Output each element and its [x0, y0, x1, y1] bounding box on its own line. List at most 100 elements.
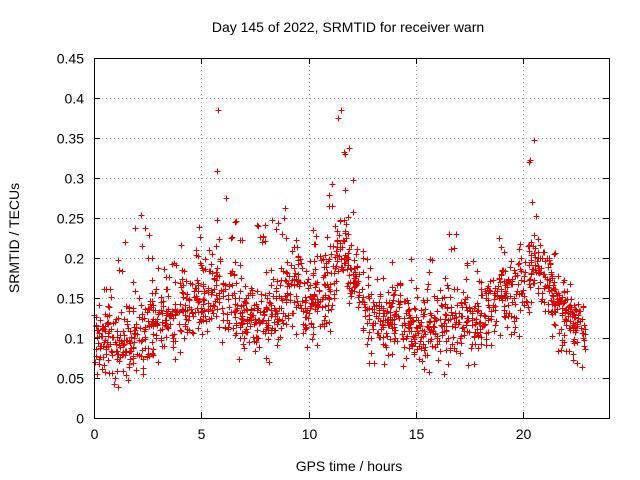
data-point — [346, 145, 353, 152]
data-point — [312, 284, 319, 291]
data-point — [273, 295, 280, 302]
data-point — [163, 334, 170, 341]
data-point — [213, 282, 220, 289]
data-point — [233, 218, 240, 225]
data-point — [434, 341, 441, 348]
data-point — [130, 305, 137, 312]
data-point — [496, 276, 503, 283]
data-point — [144, 309, 151, 316]
data-point — [549, 292, 556, 299]
data-point — [531, 137, 538, 144]
data-point — [555, 273, 562, 280]
data-point — [474, 300, 481, 307]
data-point — [567, 281, 574, 288]
data-point — [424, 286, 431, 293]
data-point — [150, 302, 157, 309]
data-point — [485, 329, 492, 336]
y-axis-label: SRMTID / TECUs — [6, 183, 22, 293]
data-point — [437, 316, 444, 323]
data-point — [416, 356, 423, 363]
data-point — [230, 325, 237, 332]
data-point — [226, 320, 233, 327]
data-point — [314, 342, 321, 349]
data-point — [218, 287, 225, 294]
data-point — [209, 251, 216, 258]
data-point — [483, 342, 490, 349]
data-point — [200, 313, 207, 320]
data-point — [365, 335, 372, 342]
data-point — [320, 274, 327, 281]
data-point — [132, 327, 139, 334]
data-point — [262, 238, 269, 245]
data-point — [535, 290, 542, 297]
data-point — [301, 280, 308, 287]
data-point — [444, 305, 451, 312]
data-point — [533, 213, 540, 220]
data-point — [527, 284, 534, 291]
data-point — [287, 297, 294, 304]
y-tick-label: 0.3 — [65, 171, 85, 187]
data-point — [471, 361, 478, 368]
data-point — [391, 316, 398, 323]
data-point — [474, 268, 481, 275]
data-point — [364, 320, 371, 327]
data-point — [145, 318, 152, 325]
y-tick-label: 0.1 — [65, 331, 85, 347]
data-point — [570, 357, 577, 364]
data-point — [289, 323, 296, 330]
data-point — [164, 286, 171, 293]
data-point — [202, 256, 209, 263]
data-point — [310, 270, 317, 277]
data-point — [278, 325, 285, 332]
data-point — [154, 322, 161, 329]
data-point — [241, 335, 248, 342]
data-point — [445, 317, 452, 324]
data-point — [105, 303, 112, 310]
data-point — [283, 235, 290, 242]
data-point — [537, 279, 544, 286]
data-point — [514, 288, 521, 295]
data-point — [334, 237, 341, 244]
data-point — [163, 323, 170, 330]
data-point — [475, 307, 482, 314]
data-point — [469, 308, 476, 315]
data-point — [112, 319, 119, 326]
data-point — [418, 307, 425, 314]
data-point — [495, 283, 502, 290]
data-point — [164, 324, 171, 331]
data-point — [487, 278, 494, 285]
data-point — [310, 324, 317, 331]
data-point — [310, 331, 317, 338]
data-point — [270, 276, 277, 283]
data-point — [108, 294, 115, 301]
data-point — [450, 334, 457, 341]
data-point — [183, 278, 190, 285]
data-point — [284, 259, 291, 266]
data-point — [283, 296, 290, 303]
data-point — [346, 272, 353, 279]
data-point — [155, 359, 162, 366]
data-point — [392, 335, 399, 342]
data-point — [401, 344, 408, 351]
data-point — [302, 322, 309, 329]
data-point — [472, 341, 479, 348]
data-point — [94, 327, 101, 334]
x-tick-label: 15 — [409, 426, 425, 442]
data-point — [367, 265, 374, 272]
data-point — [282, 205, 289, 212]
data-point — [305, 315, 312, 322]
data-point — [545, 301, 552, 308]
data-point — [142, 326, 149, 333]
data-point — [125, 377, 132, 384]
data-point — [457, 335, 464, 342]
data-point — [130, 279, 137, 286]
data-point — [198, 262, 205, 269]
data-point — [157, 327, 164, 334]
data-point — [442, 301, 449, 308]
data-point — [215, 107, 222, 114]
data-point — [226, 304, 233, 311]
data-point — [296, 283, 303, 290]
data-point — [515, 281, 522, 288]
data-point — [97, 317, 104, 324]
data-point — [352, 269, 359, 276]
